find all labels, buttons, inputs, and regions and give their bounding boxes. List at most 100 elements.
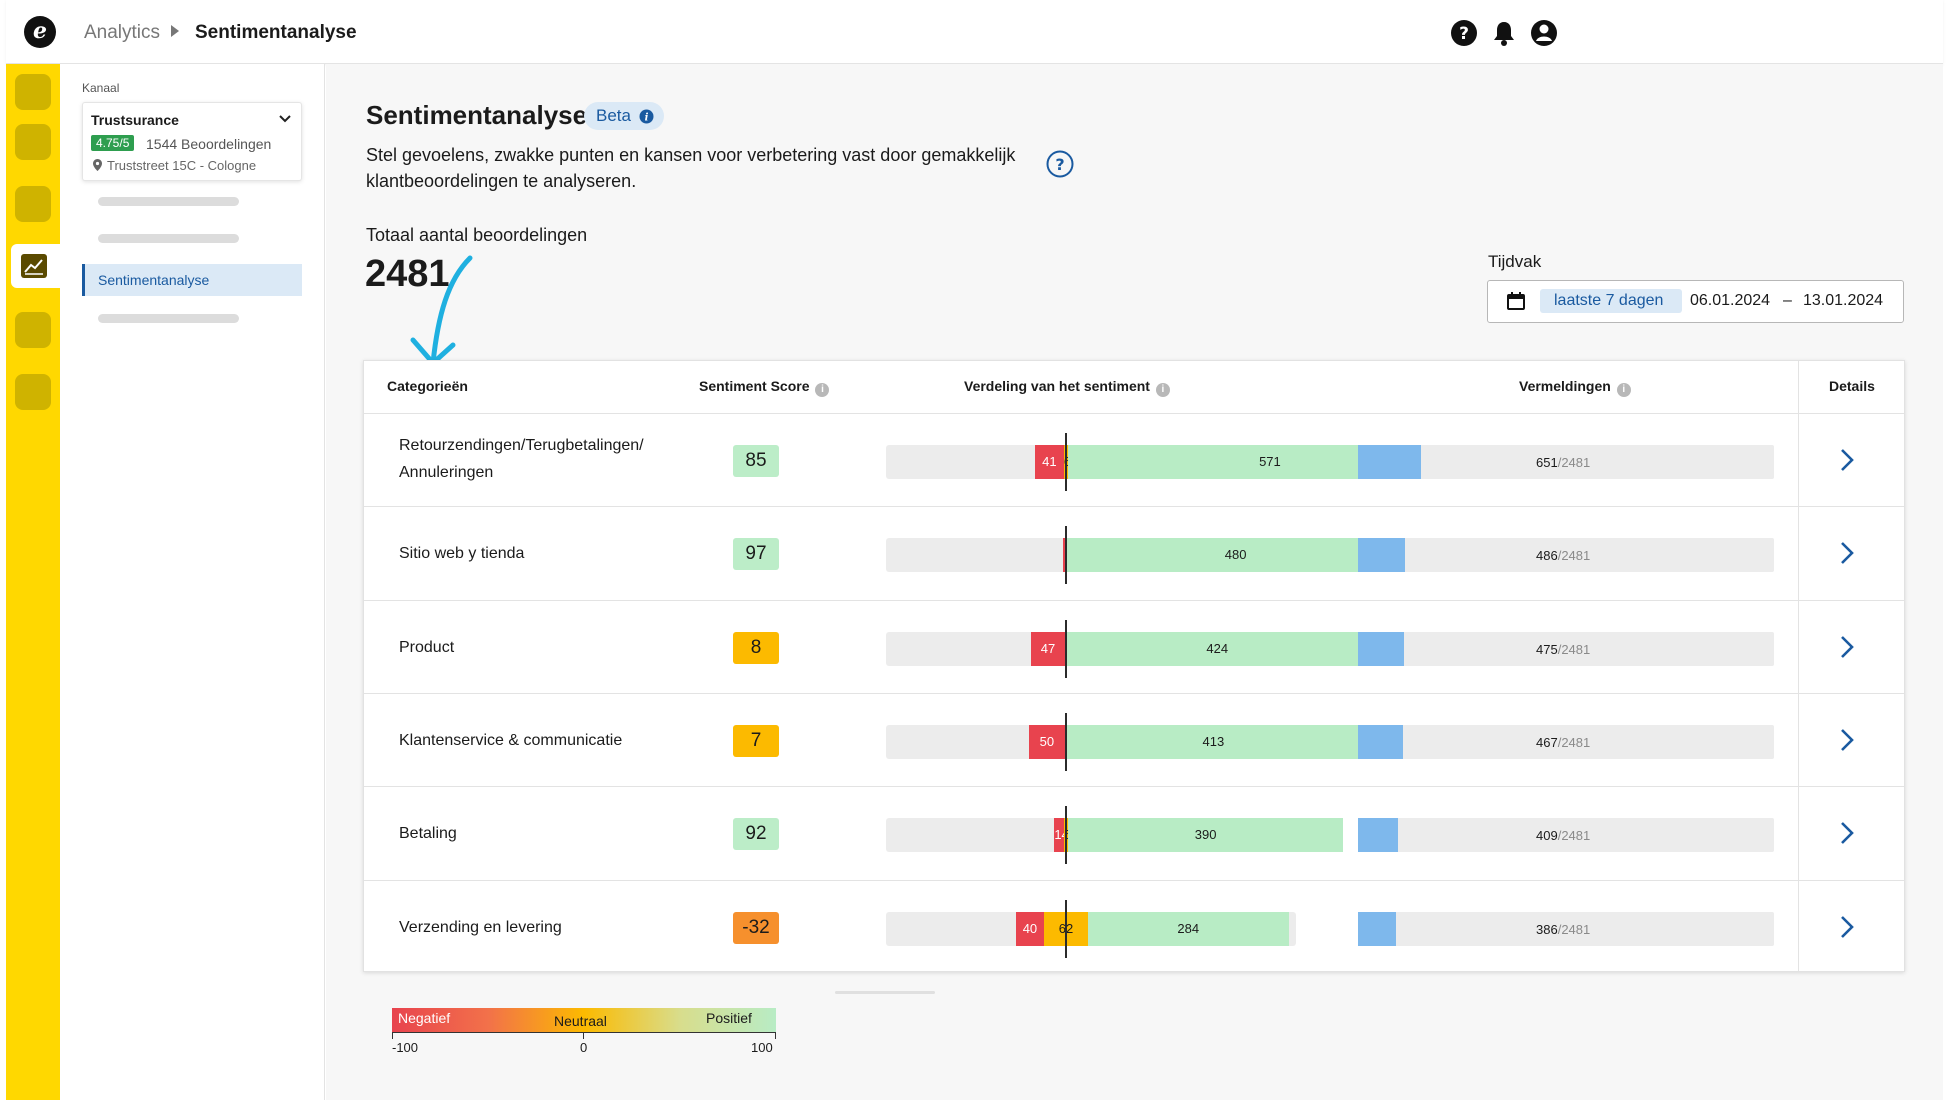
mentions-text: 475/2481	[1536, 642, 1590, 657]
question-circle-icon[interactable]: ?	[1046, 150, 1074, 178]
row-category: Sitio web y tienda	[399, 540, 524, 567]
total-reviews-label: Totaal aantal beoordelingen	[366, 225, 588, 245]
svg-text:i: i	[645, 113, 649, 124]
header-mentions: Vermeldingen i	[1519, 378, 1631, 397]
scroll-indicator	[835, 991, 935, 994]
table-row: Product 8 474424 475/2481	[364, 599, 1904, 693]
legend-tick	[583, 1032, 584, 1039]
table-row: Retourzendingen/Terugbetalingen/Annuleri…	[364, 413, 1904, 506]
channel-selector[interactable]: Trustsurance 4.75/5 1544 Beoordelingen T…	[82, 102, 302, 181]
nav-item-placeholder[interactable]	[98, 197, 239, 206]
mentions-fill	[1358, 538, 1406, 573]
rail-item-1[interactable]	[15, 74, 51, 110]
sentiment-table: Categorieën Sentiment Score i Verdeling v…	[363, 360, 1905, 972]
chevron-right-icon[interactable]	[1839, 727, 1855, 753]
negative-segment[interactable]: 50	[1029, 724, 1065, 759]
mentions-total: /2481	[1557, 734, 1591, 750]
mentions-text: 467/2481	[1536, 735, 1590, 750]
sentiment-score: 97	[733, 538, 779, 571]
user-circle-icon[interactable]	[1529, 18, 1559, 48]
chevron-right-icon[interactable]	[1839, 634, 1855, 660]
header-score: Sentiment Score i	[699, 378, 830, 397]
chevron-right-icon[interactable]	[1839, 914, 1855, 940]
chevron-right-icon[interactable]	[1839, 447, 1855, 473]
row-category-line1: Klantenservice & communicatie	[399, 731, 623, 749]
sentiment-distribution-bar: 504413	[886, 712, 1360, 771]
mentions-bar: 486/2481	[1358, 538, 1774, 573]
total-reviews-value: 2481	[365, 253, 450, 295]
header-category: Categorieën	[387, 378, 468, 394]
nav-item-placeholder[interactable]	[98, 234, 239, 243]
zero-marker	[1065, 526, 1067, 585]
rail-item-analytics[interactable]	[11, 244, 66, 288]
mentions-total: /2481	[1557, 455, 1591, 470]
mentions-total: /2481	[1557, 921, 1591, 937]
table-row: Verzending en levering -32 4062284 386/2481	[364, 879, 1904, 973]
header-score-label: Sentiment Score	[699, 378, 810, 394]
line-chart-icon	[21, 254, 47, 278]
period-to: 13.01.2024	[1803, 292, 1884, 309]
info-icon[interactable]: i	[639, 109, 654, 124]
zero-marker	[1065, 806, 1067, 865]
row-category-line2: Annuleringen	[399, 464, 494, 481]
chevron-right-icon[interactable]	[1839, 540, 1855, 566]
negative-segment[interactable]	[1063, 538, 1066, 573]
logo-icon[interactable]: e	[24, 16, 56, 48]
legend-positive: Positief	[706, 1010, 752, 1026]
row-category: Klantenservice & communicatie	[399, 727, 622, 754]
negative-segment[interactable]: 40	[1015, 911, 1045, 946]
sentiment-distribution-bar: 480	[886, 526, 1406, 585]
info-icon[interactable]: i	[1155, 383, 1170, 397]
rail-item-3[interactable]	[15, 186, 51, 222]
sentiment-score: 92	[733, 818, 779, 851]
help-icon[interactable]: ?	[1449, 18, 1479, 48]
negative-segment[interactable]: 41	[1034, 445, 1064, 479]
legend-max: 100	[751, 1040, 773, 1055]
mentions-fill	[1358, 445, 1422, 479]
negative-segment[interactable]: 14	[1054, 818, 1065, 853]
sentiment-score: 7	[733, 724, 779, 757]
header-mentions-label: Vermeldingen	[1519, 378, 1611, 394]
period-picker[interactable]: laatste 7 dagen 06.01.2024 – 13.01.2024	[1487, 280, 1904, 323]
rail-item-6[interactable]	[15, 374, 51, 410]
review-count: 1544 Beoordelingen	[146, 136, 272, 152]
mentions-total: /2481	[1557, 828, 1591, 844]
table-row: Sitio web y tienda 97 480 486/2481	[364, 506, 1904, 599]
row-category-line1: Verzending en levering	[399, 918, 562, 936]
positive-segment[interactable]: 284	[1087, 911, 1289, 946]
mentions-bar: 475/2481	[1358, 631, 1774, 666]
channel-label: Kanaal	[82, 81, 120, 95]
row-category-line1: Retourzendingen/Terugbetalingen/	[399, 437, 644, 454]
mentions-bar: 651/2481	[1358, 445, 1774, 479]
page-title: Sentimentanalyse	[366, 100, 588, 130]
row-category-line1: Betaling	[399, 825, 457, 843]
table-row: Betaling 92 145390 409/2481	[364, 786, 1904, 879]
nav-item-sentimentanalyse[interactable]: Sentimentanalyse	[82, 264, 302, 296]
legend-tick	[775, 1032, 776, 1039]
chevron-right-icon[interactable]	[1839, 820, 1855, 846]
mentions-text: 651/2481	[1536, 455, 1590, 470]
breadcrumb-separator-icon	[171, 25, 179, 37]
negative-segment[interactable]: 47	[1031, 631, 1065, 666]
svg-text:?: ?	[1459, 24, 1469, 44]
positive-segment[interactable]: 413	[1067, 724, 1360, 759]
mentions-total: /2481	[1557, 641, 1591, 657]
rail-item-5[interactable]	[15, 312, 51, 348]
bell-icon[interactable]	[1489, 18, 1519, 48]
period-preset[interactable]: laatste 7 dagen	[1540, 289, 1682, 313]
legend-negative: Negatief	[398, 1010, 451, 1026]
nav-item-placeholder[interactable]	[98, 314, 239, 323]
mentions-text: 409/2481	[1536, 828, 1590, 843]
breadcrumb-analytics[interactable]: Analytics	[84, 22, 161, 43]
mentions-fill	[1358, 818, 1398, 853]
zero-marker	[1065, 619, 1067, 678]
positive-segment[interactable]: 480	[1066, 538, 1406, 573]
row-category-line1: Sitio web y tienda	[399, 545, 525, 563]
info-icon[interactable]: i	[815, 383, 830, 397]
rail-item-2[interactable]	[15, 124, 51, 160]
row-category: Betaling	[399, 820, 457, 847]
positive-segment[interactable]: 424	[1067, 631, 1368, 666]
info-icon[interactable]: i	[1616, 383, 1631, 397]
positive-segment[interactable]: 390	[1067, 818, 1344, 853]
table-row: Klantenservice & communicatie 7 504413 467/…	[364, 692, 1904, 786]
